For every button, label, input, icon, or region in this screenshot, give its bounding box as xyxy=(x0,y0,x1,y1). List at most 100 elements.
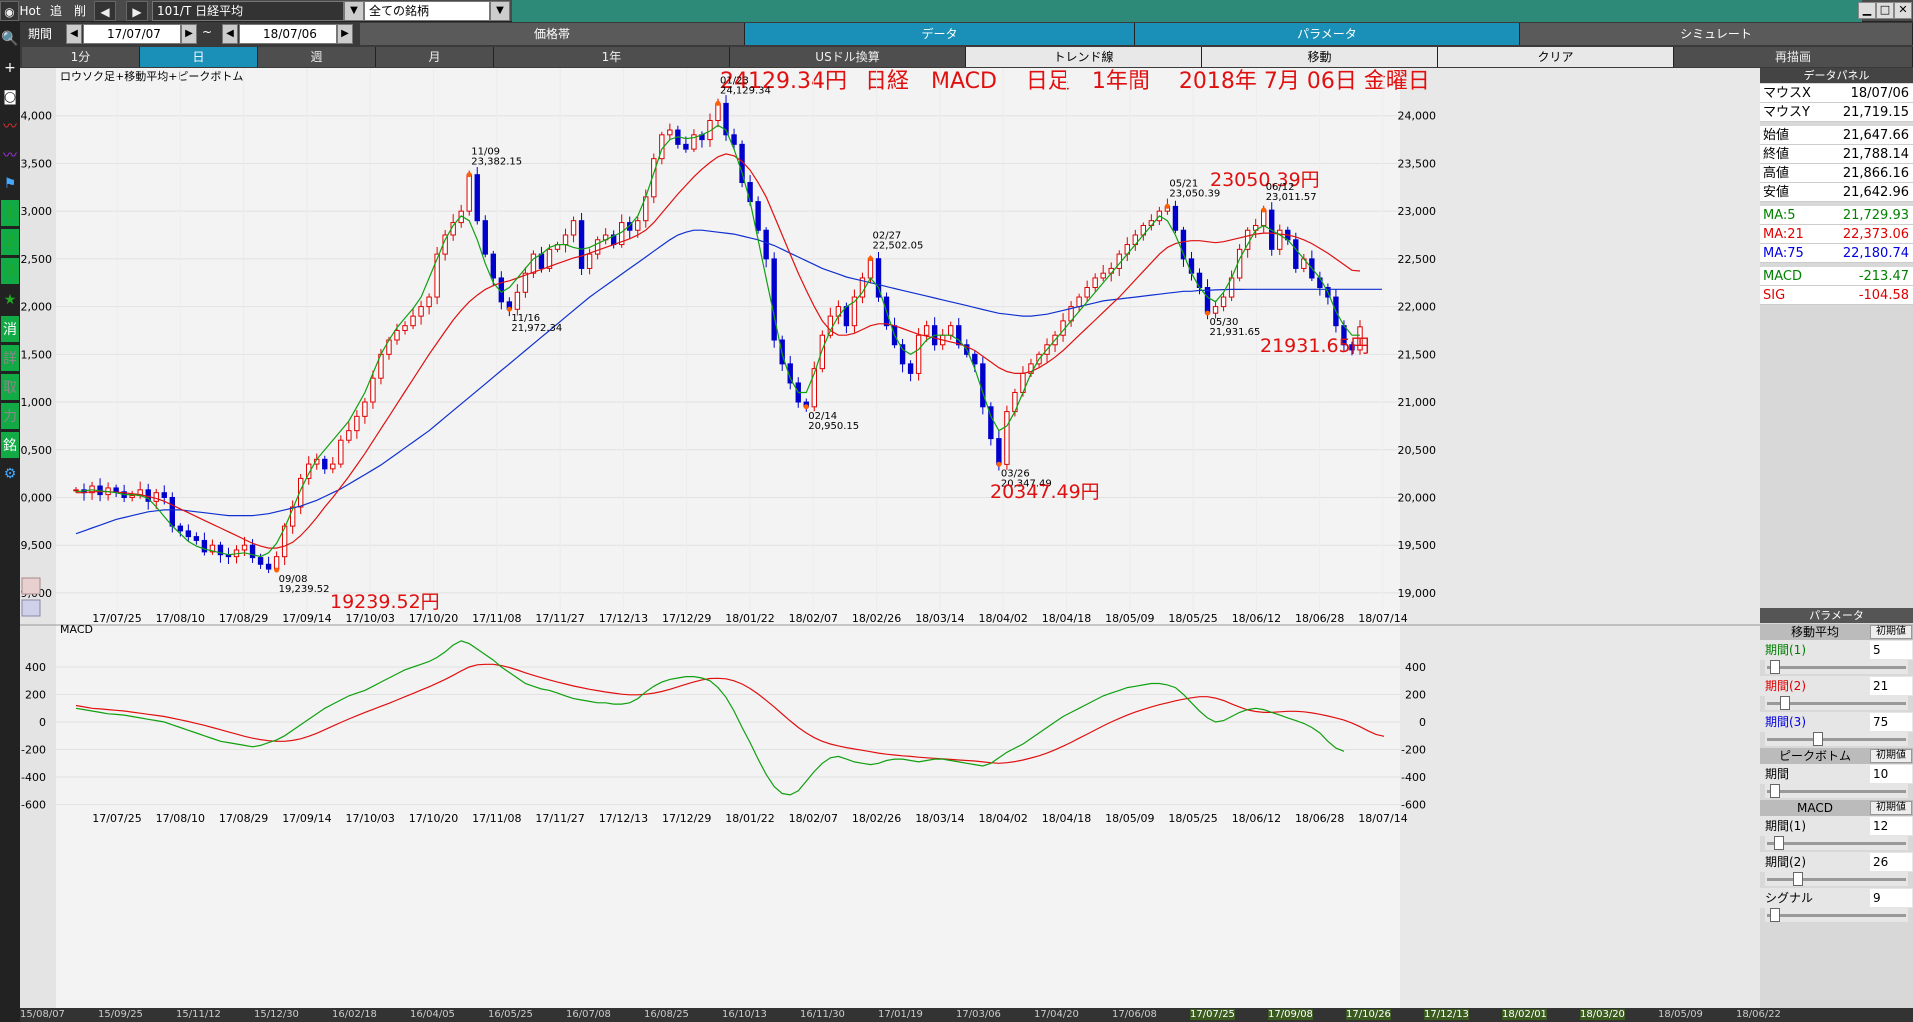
tool-8[interactable]: 3 xyxy=(1,258,19,284)
candle-body xyxy=(1100,272,1106,279)
mode-button-0[interactable]: 1分 xyxy=(22,47,140,67)
mode-button-9[interactable]: 再描画 xyxy=(1674,47,1913,67)
xtick-top: 18/05/09 xyxy=(1105,612,1154,625)
hot-button[interactable]: Hot xyxy=(19,4,41,18)
market-dropdown-icon[interactable]: ▼ xyxy=(490,1,510,21)
gear-icon[interactable]: ⚙ xyxy=(3,466,17,482)
tab-0[interactable]: 価格帯 xyxy=(360,23,745,45)
tab-2[interactable]: パラメータ xyxy=(1135,23,1520,45)
flag-icon[interactable]: ⚑ xyxy=(3,176,17,192)
tool-label: 1 xyxy=(5,205,15,221)
date-to-input[interactable]: 18/07/06 xyxy=(239,24,337,44)
date-from-input[interactable]: 17/07/07 xyxy=(83,24,181,44)
delete-button[interactable]: 削 xyxy=(73,4,86,18)
ytick-left: 22,500 xyxy=(20,253,52,266)
xtick-bottom: 18/02/26 xyxy=(852,812,901,825)
chart-mini-icon[interactable] xyxy=(21,599,41,617)
peak-date: 05/30 xyxy=(1210,317,1239,328)
minimize-icon[interactable]: ▁ xyxy=(1858,2,1876,19)
slider-knob[interactable] xyxy=(1812,732,1823,746)
tab-1[interactable]: データ xyxy=(745,23,1135,45)
param-slider[interactable] xyxy=(1765,784,1908,798)
peak-value: 21,972.34 xyxy=(511,323,562,334)
reset-button[interactable]: 初期値 xyxy=(1870,625,1912,639)
prev-symbol-button[interactable]: ◀ xyxy=(94,1,116,21)
tab-label: パラメータ xyxy=(1297,27,1357,41)
tool-11[interactable]: 詳 xyxy=(1,345,19,371)
maximize-icon[interactable]: □ xyxy=(1876,2,1894,19)
search-icon[interactable]: 🔍 xyxy=(1,31,19,47)
symbol-input[interactable]: 101/T 日経平均 xyxy=(152,1,344,21)
mode-button-8[interactable]: クリア xyxy=(1438,47,1674,67)
xtick-top: 18/06/28 xyxy=(1295,612,1344,625)
peak-big-label: 21931.65円 xyxy=(1260,335,1370,357)
tool-13[interactable]: 力 xyxy=(1,403,19,429)
slider-knob[interactable] xyxy=(1769,908,1780,922)
price-chart[interactable]: ロウソク足+移動平均+ピークボトム 24129.34円 日経 MACD 日足 1年間… xyxy=(20,68,1760,1008)
slider-knob[interactable] xyxy=(1780,696,1791,710)
reset-button[interactable]: 初期値 xyxy=(1870,749,1912,763)
to-prev-icon[interactable]: ◀ xyxy=(222,24,238,44)
param-row: 期間(2) 21 xyxy=(1760,676,1913,696)
param-value-input[interactable]: 75 xyxy=(1870,713,1912,731)
slider-knob[interactable] xyxy=(1793,872,1804,886)
market-select[interactable]: 全ての銘柄 xyxy=(364,1,490,21)
mode-button-label: 再描画 xyxy=(1774,50,1811,64)
candle-body xyxy=(1349,344,1355,351)
tool-12[interactable]: 取 xyxy=(1,374,19,400)
chart-mini-icon[interactable] xyxy=(21,577,41,595)
param-slider[interactable] xyxy=(1765,872,1908,886)
slider-knob[interactable] xyxy=(1769,660,1780,674)
candle-body xyxy=(1212,306,1219,314)
slider-knob[interactable] xyxy=(1769,784,1780,798)
mode-button-4[interactable]: 1年 xyxy=(494,47,730,67)
param-slider[interactable] xyxy=(1765,732,1908,746)
mode-button-1[interactable]: 日 xyxy=(140,47,258,67)
from-prev-icon[interactable]: ◀ xyxy=(66,24,82,44)
param-row: 期間(2) 26 xyxy=(1760,852,1913,872)
macd-ytick-left: 400 xyxy=(25,661,46,674)
chart-icon[interactable]: 〰 xyxy=(3,148,17,164)
mode-button-6[interactable]: トレンド線 xyxy=(966,47,1202,67)
camera-icon[interactable]: ◙ xyxy=(3,89,17,105)
macd-ytick-left: 200 xyxy=(25,689,46,702)
param-value-input[interactable]: 12 xyxy=(1870,817,1912,835)
param-slider[interactable] xyxy=(1765,696,1908,710)
tab-3[interactable]: シミュレート xyxy=(1520,23,1913,45)
param-value-input[interactable]: 5 xyxy=(1870,641,1912,659)
mode-button-5[interactable]: USドル換算 xyxy=(730,47,966,67)
from-next-icon[interactable]: ▶ xyxy=(181,24,197,44)
param-value-input[interactable]: 26 xyxy=(1870,853,1912,871)
mode-button-2[interactable]: 週 xyxy=(258,47,376,67)
timeline-date: 16/08/25 xyxy=(644,1009,689,1020)
add-button[interactable]: 追 xyxy=(49,4,62,18)
param-slider[interactable] xyxy=(1765,836,1908,850)
tool-6[interactable]: 1 xyxy=(1,200,19,226)
next-symbol-button[interactable]: ▶ xyxy=(126,1,148,21)
param-slider[interactable] xyxy=(1765,908,1908,922)
candle-body xyxy=(586,253,593,269)
param-value-input[interactable]: 9 xyxy=(1870,889,1912,907)
close-icon[interactable]: ✕ xyxy=(1894,2,1912,19)
mode-button-label: トレンド線 xyxy=(1053,50,1114,64)
tool-7[interactable]: 2 xyxy=(1,229,19,255)
param-value-input[interactable]: 21 xyxy=(1870,677,1912,695)
crosshair-icon[interactable]: + xyxy=(4,60,16,76)
bottom-timeline[interactable]: 15/08/07 15/09/25 15/11/12 15/12/30 16/02/18… xyxy=(20,1008,1913,1022)
mode-button-7[interactable]: 移動 xyxy=(1202,47,1438,67)
symbol-dropdown-icon[interactable]: ▼ xyxy=(344,1,364,21)
tool-10[interactable]: 消 xyxy=(1,316,19,342)
mode-button-3[interactable]: 月 xyxy=(376,47,494,67)
candle-body xyxy=(1357,326,1363,351)
star-icon[interactable]: ★ xyxy=(3,292,17,308)
param-slider[interactable] xyxy=(1765,660,1908,674)
app-icon[interactable]: ◉ xyxy=(0,1,19,21)
candle-body xyxy=(153,492,159,502)
peak-value: 20,347.49 xyxy=(1001,478,1052,489)
chart-icon[interactable]: 〰 xyxy=(3,119,17,135)
slider-knob[interactable] xyxy=(1773,836,1784,850)
tool-14[interactable]: 銘 xyxy=(1,432,19,458)
param-value-input[interactable]: 10 xyxy=(1870,765,1912,783)
to-next-icon[interactable]: ▶ xyxy=(337,24,353,44)
reset-button[interactable]: 初期値 xyxy=(1870,801,1912,815)
